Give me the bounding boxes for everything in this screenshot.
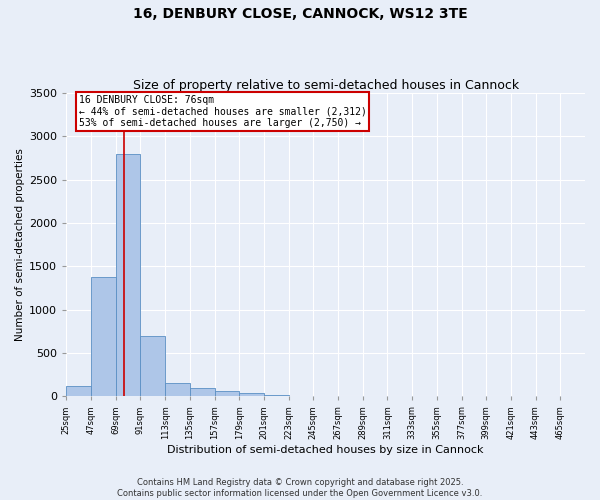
- Bar: [215, 391, 239, 396]
- X-axis label: Distribution of semi-detached houses by size in Cannock: Distribution of semi-detached houses by …: [167, 445, 484, 455]
- Text: 16 DENBURY CLOSE: 76sqm
← 44% of semi-detached houses are smaller (2,312)
53% of: 16 DENBURY CLOSE: 76sqm ← 44% of semi-de…: [79, 95, 367, 128]
- Bar: [264, 395, 289, 396]
- Bar: [239, 394, 264, 396]
- Bar: [91, 277, 116, 396]
- Title: Size of property relative to semi-detached houses in Cannock: Size of property relative to semi-detach…: [133, 79, 519, 92]
- Bar: [165, 383, 190, 396]
- Bar: [190, 388, 215, 396]
- Bar: [116, 154, 140, 396]
- Bar: [140, 336, 165, 396]
- Text: 16, DENBURY CLOSE, CANNOCK, WS12 3TE: 16, DENBURY CLOSE, CANNOCK, WS12 3TE: [133, 8, 467, 22]
- Bar: [67, 386, 91, 396]
- Text: Contains HM Land Registry data © Crown copyright and database right 2025.
Contai: Contains HM Land Registry data © Crown c…: [118, 478, 482, 498]
- Y-axis label: Number of semi-detached properties: Number of semi-detached properties: [15, 148, 25, 341]
